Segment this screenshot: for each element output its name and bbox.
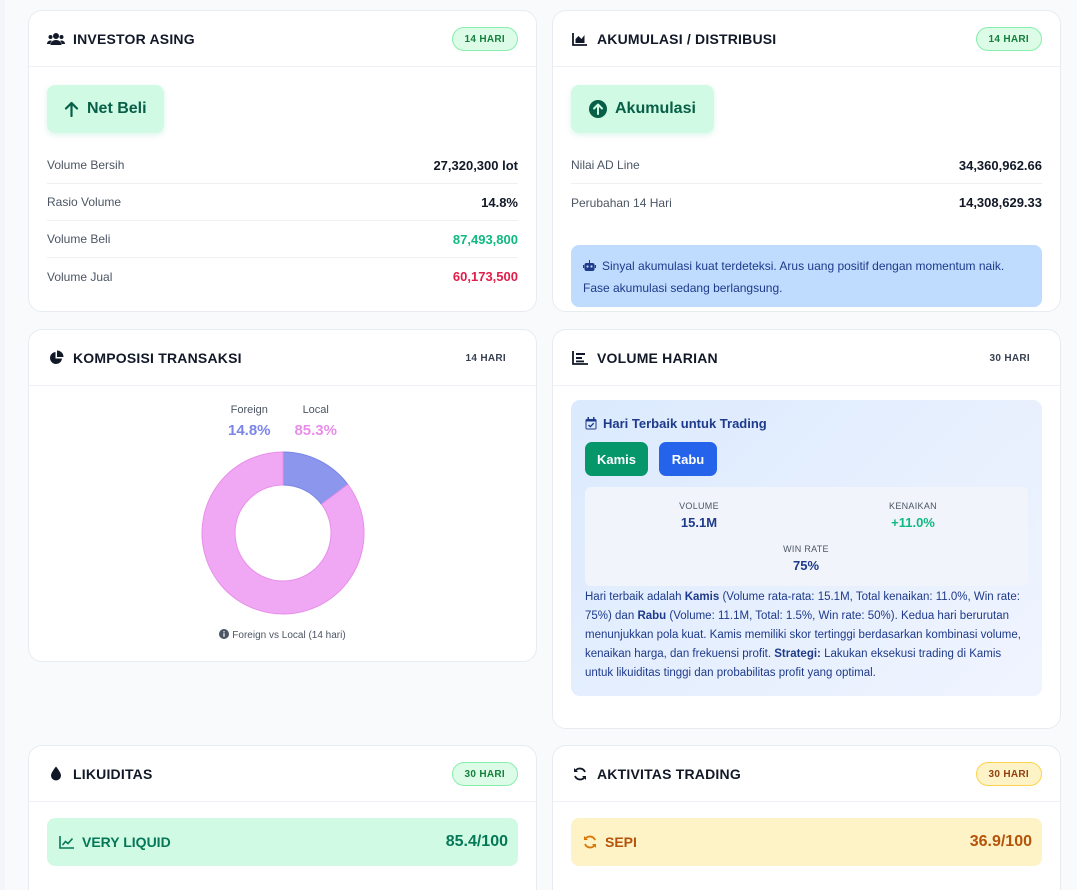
stat-label: Volume Bersih (47, 158, 125, 172)
stat-value: +11.0% (891, 515, 935, 530)
stat-value: 14.8% (481, 194, 518, 210)
aktivitas-card: AKTIVITAS TRADING 30 HARI SEPI 36.9/100 (552, 745, 1061, 890)
stat-value: 75% (792, 558, 820, 573)
period-badge: 30 HARI (975, 762, 1042, 786)
day-button-rabu[interactable]: Rabu (659, 442, 717, 476)
stat-value: 27,320,300 lot (433, 157, 518, 173)
stat-value: 87,493,800 (452, 231, 518, 247)
stat-kenaikan: KENAIKAN +11.0% (853, 501, 973, 530)
legend-item-local[interactable]: Local 85.3% (285, 404, 347, 439)
droplet-icon (47, 766, 65, 782)
chart-legend: Foreign 14.8% Local 85.3% (29, 404, 536, 440)
net-beli-status: Net Beli (47, 85, 164, 133)
stat-label: KENAIKAN (889, 501, 937, 511)
akumulasi-card: AKUMULASI / DISTRIBUSI 14 HARI Akumulasi… (552, 10, 1061, 312)
stat-value: 60,173,500 (452, 269, 518, 284)
donut-chart (201, 451, 365, 615)
legend-value: 85.3% (294, 422, 337, 439)
card-header: VOLUME HARIAN 30 HARI (553, 330, 1060, 386)
stat-row: Rasio Volume 14.8% (47, 184, 518, 221)
card-header: AKTIVITAS TRADING 30 HARI (553, 746, 1060, 802)
stat-label: WIN RATE (783, 544, 829, 554)
card-title: INVESTOR ASING (73, 30, 195, 47)
period-badge: 14 HARI (465, 352, 506, 364)
signal-box: Sinyal akumulasi kuat terdeteksi. Arus u… (571, 245, 1042, 307)
stat-label: Nilai AD Line (571, 158, 640, 172)
status-label: Net Beli (87, 100, 147, 117)
info-icon (219, 629, 230, 642)
chart-caption: Foreign vs Local (14 hari) (29, 629, 536, 642)
likuiditas-card: LIKUIDITAS 30 HARI VERY LIQUID 85.4/100 (28, 745, 537, 890)
sync-icon (583, 835, 597, 849)
card-header: LIKUIDITAS 30 HARI (29, 746, 536, 802)
period-badge: 14 HARI (975, 27, 1042, 51)
stat-row: Volume Bersih 27,320,300 lot (47, 147, 518, 184)
area-chart-icon (571, 31, 589, 47)
card-header: AKUMULASI / DISTRIBUSI 14 HARI (553, 11, 1060, 67)
stat-label: Volume Beli (47, 232, 111, 246)
activity-level: SEPI 36.9/100 (571, 818, 1042, 866)
best-day-panel: Hari Terbaik untuk Trading Kamis Rabu VO… (571, 400, 1042, 696)
card-header: KOMPOSISI TRANSAKSI 14 HARI (29, 330, 536, 386)
card-title: KOMPOSISI TRANSAKSI (73, 349, 242, 366)
stat-value: 34,360,962.66 (958, 157, 1042, 173)
investor-asing-card: INVESTOR ASING 14 HARI Net Beli Volume B… (28, 10, 537, 312)
stat-label: Rasio Volume (47, 195, 122, 209)
signal-text: Sinyal akumulasi kuat terdeteksi. Arus u… (583, 259, 1005, 295)
stat-row: Nilai AD Line 34,360,962.66 (571, 147, 1042, 184)
stat-row: Perubahan 14 Hari 14,308,629.33 (571, 184, 1042, 221)
stat-volume: VOLUME 15.1M (639, 501, 759, 530)
stat-value: 14,308,629.33 (958, 195, 1042, 210)
stat-label: Volume Jual (47, 269, 113, 284)
period-badge: 30 HARI (451, 762, 518, 786)
komposisi-card: KOMPOSISI TRANSAKSI 14 HARI Foreign 14.8… (28, 329, 537, 662)
level-label: SEPI (605, 834, 637, 850)
legend-value: 14.8% (227, 422, 271, 439)
donut-slice-local[interactable] (201, 451, 365, 615)
liquidity-level: VERY LIQUID 85.4/100 (47, 818, 518, 866)
stat-value: 15.1M (680, 515, 718, 530)
stat-win-rate: WIN RATE 75% (746, 544, 866, 573)
card-title: AKUMULASI / DISTRIBUSI (597, 30, 777, 47)
level-score: 36.9/100 (969, 833, 1032, 850)
best-day-description: Hari terbaik adalah Kamis (Volume rata-r… (585, 591, 1021, 679)
best-day-title: Hari Terbaik untuk Trading (585, 416, 767, 431)
bar-list-icon (571, 350, 589, 366)
arrow-up-icon (64, 101, 79, 117)
card-title: LIKUIDITAS (73, 765, 153, 782)
stat-label: VOLUME (679, 501, 719, 511)
best-day-stats: VOLUME 15.1M KENAIKAN +11.0% WIN RATE 75… (585, 487, 1028, 586)
level-label: VERY LIQUID (82, 834, 171, 850)
card-title: AKTIVITAS TRADING (597, 765, 741, 782)
stat-label: Perubahan 14 Hari (571, 195, 672, 210)
akumulasi-status: Akumulasi (571, 85, 714, 133)
users-icon (47, 31, 65, 47)
period-badge: 14 HARI (451, 27, 518, 51)
dashboard: INVESTOR ASING 14 HARI Net Beli Volume B… (5, 0, 1077, 890)
level-score: 85.4/100 (445, 833, 508, 850)
stat-row: Volume Beli 87,493,800 (47, 221, 518, 258)
period-badge: 30 HARI (989, 352, 1030, 364)
status-label: Akumulasi (615, 100, 696, 117)
card-header: INVESTOR ASING 14 HARI (29, 11, 536, 67)
caption-text: Foreign vs Local (14 hari) (232, 630, 346, 641)
day-button-kamis[interactable]: Kamis (585, 442, 648, 476)
arrow-circle-up-icon (589, 100, 607, 118)
legend-item-foreign[interactable]: Foreign 14.8% (218, 404, 280, 439)
legend-label: Foreign (230, 404, 268, 416)
line-chart-icon (59, 835, 74, 849)
robot-icon (583, 258, 596, 278)
card-title: VOLUME HARIAN (597, 349, 718, 366)
volume-harian-card: VOLUME HARIAN 30 HARI Hari Terbaik untuk… (552, 329, 1061, 729)
legend-label: Local (302, 404, 329, 416)
stat-row: Volume Jual 60,173,500 (47, 258, 518, 295)
sync-icon (571, 766, 589, 782)
pie-chart-icon (47, 350, 65, 366)
calendar-check-icon (585, 417, 597, 430)
